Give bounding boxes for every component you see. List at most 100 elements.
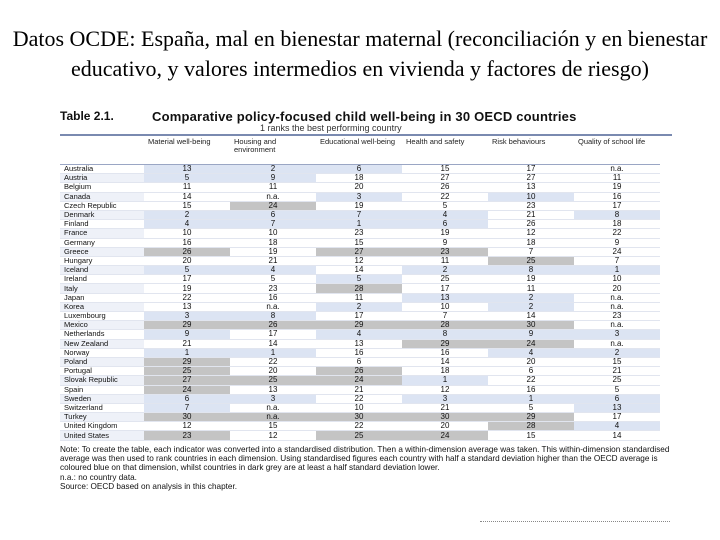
country-name: Czech Republic [60,201,144,211]
table-row: Spain 24 13 21 12 16 5 [60,385,660,395]
rank-cell: 17 [574,412,660,423]
rank-cell: 21 [402,403,488,414]
na-note: n.a.: no country data. [60,472,137,482]
rank-cell: 25 [574,375,660,386]
rank-cell: 23 [574,311,660,322]
rank-cell: 15 [402,164,488,175]
rank-cell: 16 [144,238,230,248]
country-name: Belgium [60,182,144,193]
table-row: Poland 29 22 6 14 20 15 [60,357,660,368]
rank-cell: 13 [144,302,230,313]
rank-cell: 4 [488,348,574,358]
rank-cell: 15 [230,421,316,432]
rank-cell: 19 [316,201,402,211]
rank-cell: 19 [144,283,230,294]
rank-cell: 1 [316,219,402,230]
rank-cell: 16 [488,385,574,395]
rank-cell: 5 [316,274,402,285]
rank-cell: 8 [574,210,660,221]
rank-cell: 29 [144,320,230,331]
table-row: Ireland 17 5 5 25 19 10 [60,274,660,285]
rank-cell: 3 [316,192,402,202]
rank-cell: 23 [402,247,488,257]
rank-cell: 12 [402,385,488,395]
rank-cell: 26 [402,182,488,193]
rank-cell: 1 [574,265,660,276]
rank-cell: 8 [230,311,316,322]
rank-cell: 13 [144,164,230,175]
rank-cell: 18 [402,366,488,377]
table-row: New Zealand 21 14 13 29 24 n.a. [60,339,660,349]
rank-cell: 9 [402,238,488,248]
rank-cell: 17 [402,283,488,294]
rank-cell: 25 [316,430,402,441]
rank-cell: n.a. [574,164,660,175]
table-header: Table 2.1. Comparative policy-focused ch… [60,106,672,134]
table-row: Greece 26 19 27 23 7 24 [60,247,660,257]
rank-cell: 14 [488,311,574,322]
country-name: Netherlands [60,329,144,340]
table-body: Australia 13 2 6 15 17 n.a. Austria 5 9 18 27 27 11 Be… [60,164,660,441]
table-header-row: Material well-being Housing and environme… [60,136,660,165]
country-name: Turkey [60,412,144,423]
country-name: United States [60,430,144,441]
rank-cell: 11 [144,182,230,193]
country-name: Sweden [60,394,144,404]
table-row: Australia 13 2 6 15 17 n.a. [60,164,660,175]
rank-cell: 2 [144,210,230,221]
country-name: Canada [60,192,144,202]
rank-cell: 2 [316,302,402,313]
table-row: United Kingdom 12 15 22 20 28 4 [60,421,660,432]
rank-cell: 14 [230,339,316,349]
country-name: France [60,228,144,239]
rank-cell: 22 [488,375,574,386]
rank-cell: 23 [144,430,230,441]
rank-cell: 12 [144,421,230,432]
country-name: Austria [60,173,144,184]
rank-cell: 2 [402,265,488,276]
table-row: Mexico 29 26 29 28 30 n.a. [60,320,660,331]
table-row: Turkey 30 n.a. 30 30 29 17 [60,412,660,423]
rank-cell: 19 [230,247,316,257]
rank-cell: 24 [402,430,488,441]
rank-cell: n.a. [574,320,660,331]
rank-cell: 4 [144,219,230,230]
column-header: Quality of school life [574,136,660,165]
rank-cell: 5 [488,403,574,414]
rank-cell: 2 [574,348,660,358]
rank-cell: 24 [230,201,316,211]
rank-cell: 17 [574,201,660,211]
rank-cell: 11 [574,173,660,184]
rank-cell: 14 [402,357,488,368]
rank-cell: 7 [144,403,230,414]
country-name: Mexico [60,320,144,331]
rank-cell: 20 [574,283,660,294]
rank-cell: 27 [402,173,488,184]
rank-cell: 5 [574,385,660,395]
rank-cell: 20 [316,182,402,193]
rankings-table: Material well-being Housing and environme… [60,136,660,441]
rank-cell: 21 [316,385,402,395]
rank-cell: 24 [316,375,402,386]
rank-cell: 16 [230,293,316,303]
rank-cell: 20 [144,256,230,267]
rank-cell: 12 [316,256,402,267]
rank-cell: 10 [574,274,660,285]
table-title: Comparative policy-focused child well-be… [152,109,577,124]
rank-cell: 27 [316,247,402,257]
rank-cell: 21 [488,210,574,221]
rank-cell: 22 [316,421,402,432]
table-row: Slovak Republic 27 25 24 1 22 25 [60,375,660,386]
rank-cell: 22 [574,228,660,239]
slide-title: Datos OCDE: España, mal en bienestar mat… [12,26,708,81]
rank-cell: 11 [316,293,402,303]
rank-cell: n.a. [230,192,316,202]
rank-cell: 5 [230,274,316,285]
rank-cell: 1 [402,375,488,386]
rank-cell: 5 [144,265,230,276]
table-row: Czech Republic 15 24 19 5 23 17 [60,201,660,211]
rank-cell: 25 [402,274,488,285]
country-name: Luxembourg [60,311,144,322]
rank-cell: 24 [144,385,230,395]
table-subtitle: 1 ranks the best performing country [260,123,402,133]
